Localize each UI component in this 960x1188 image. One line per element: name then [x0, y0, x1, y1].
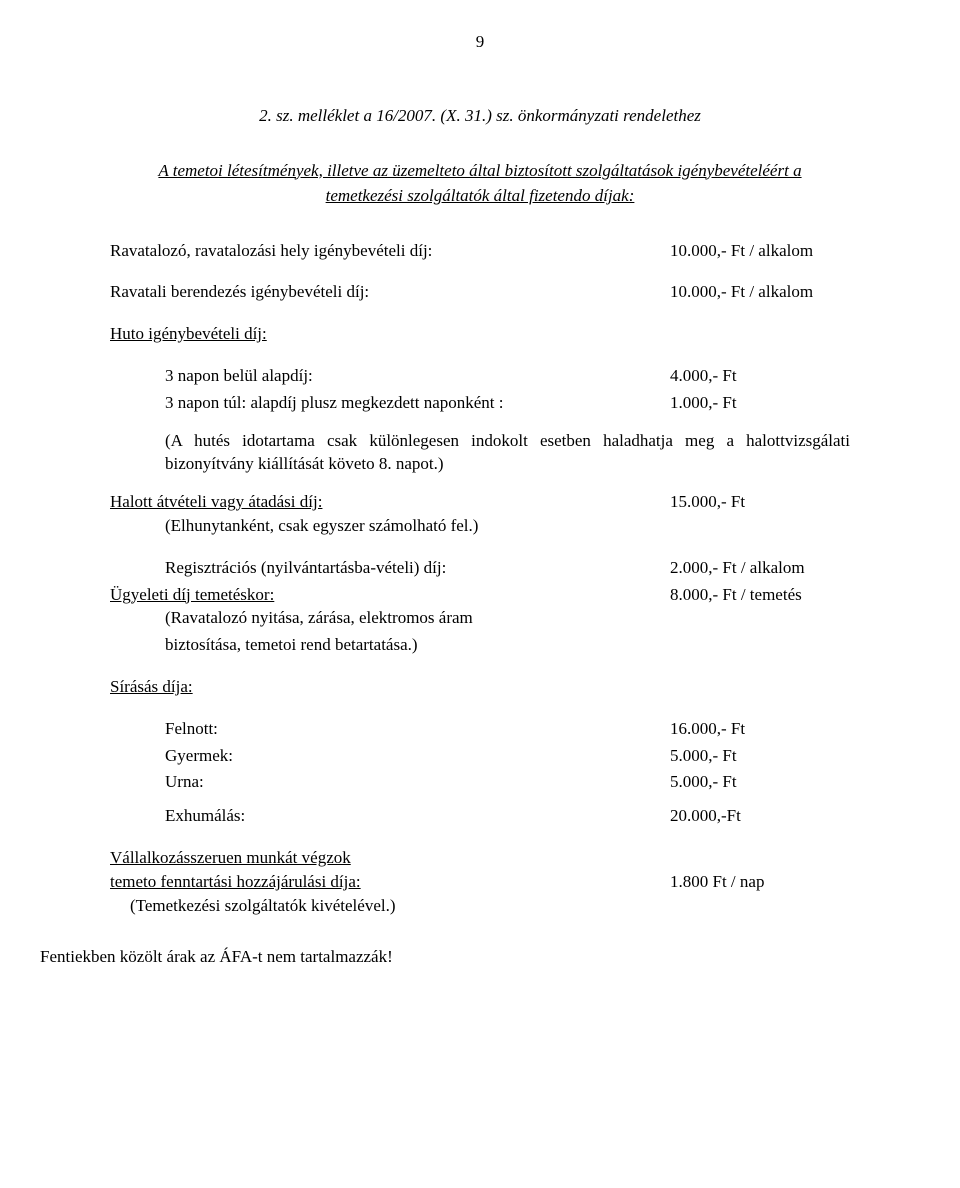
fee-row-ravatalozo: Ravatalozó, ravatalozási hely igénybevét…	[110, 239, 850, 263]
section-header-huto: Huto igénybevételi díj:	[110, 322, 850, 346]
fee-label: Urna:	[165, 770, 670, 794]
fee-row-ravatali: Ravatali berendezés igénybevételi díj: 1…	[110, 280, 850, 304]
document-heading: 2. sz. melléklet a 16/2007. (X. 31.) sz.…	[110, 104, 850, 128]
fee-label: 3 napon belül alapdíj:	[165, 364, 670, 388]
fee-label: Felnott:	[165, 717, 670, 741]
ugyeleti-note-2: biztosítása, temetoi rend betartatása.)	[110, 633, 850, 657]
fee-value: 5.000,- Ft	[670, 770, 850, 794]
fee-label: Ravatali berendezés igénybevételi díj:	[110, 280, 670, 304]
fee-value: 2.000,- Ft / alkalom	[670, 556, 850, 580]
fee-row-urna: Urna: 5.000,- Ft	[165, 770, 850, 794]
fee-row-huto-2: 3 napon túl: alapdíj plusz megkezdett na…	[165, 391, 850, 415]
fee-label: Regisztrációs (nyilvántartásba-vételi) d…	[165, 556, 670, 580]
fee-value: 16.000,- Ft	[670, 717, 850, 741]
page-number: 9	[110, 30, 850, 54]
hutes-note: (A hutés idotartama csak különlegesen in…	[165, 429, 850, 477]
fee-label: 3 napon túl: alapdíj plusz megkezdett na…	[165, 391, 670, 415]
fee-row-vallalkozas: temeto fenntartási hozzájárulási díja: 1…	[110, 870, 850, 894]
ugyeleti-note-1: (Ravatalozó nyitása, zárása, elektromos …	[110, 606, 850, 630]
fee-value: 5.000,- Ft	[670, 744, 850, 768]
fee-label: temeto fenntartási hozzájárulási díja:	[110, 870, 670, 894]
fee-value: 4.000,- Ft	[670, 364, 850, 388]
fee-label: Halott átvételi vagy átadási díj:	[110, 490, 670, 514]
fee-label: Gyermek:	[165, 744, 670, 768]
footer-note: Fentiekben közölt árak az ÁFA-t nem tart…	[40, 945, 850, 969]
fee-value: 1.000,- Ft	[670, 391, 850, 415]
document-subtitle: A temetoi létesítmények, illetve az üzem…	[110, 158, 850, 209]
fee-value: 10.000,- Ft / alkalom	[670, 239, 850, 263]
vallalkozas-line1: Vállalkozásszeruen munkát végzok	[110, 846, 850, 870]
section-header-sirasas: Sírásás díja:	[110, 675, 850, 699]
fee-row-ugyeleti: Ügyeleti díj temetéskor: 8.000,- Ft / te…	[110, 583, 850, 607]
fee-label: Ügyeleti díj temetéskor:	[110, 583, 670, 607]
fee-label: Ravatalozó, ravatalozási hely igénybevét…	[110, 239, 670, 263]
fee-value: 15.000,- Ft	[670, 490, 850, 514]
fee-value: 20.000,-Ft	[670, 804, 850, 828]
fee-value: 10.000,- Ft / alkalom	[670, 280, 850, 304]
huto-block: 3 napon belül alapdíj: 4.000,- Ft 3 napo…	[110, 364, 850, 476]
fee-label: Exhumálás:	[165, 804, 670, 828]
fee-row-gyermek: Gyermek: 5.000,- Ft	[165, 744, 850, 768]
fee-row-regisztracios: Regisztrációs (nyilvántartásba-vételi) d…	[165, 556, 850, 580]
halott-note: (Elhunytanként, csak egyszer számolható …	[110, 514, 850, 538]
fee-value: 8.000,- Ft / temetés	[670, 583, 850, 607]
fee-row-exhumalas: Exhumálás: 20.000,-Ft	[165, 804, 850, 828]
fee-row-felnott: Felnott: 16.000,- Ft	[165, 717, 850, 741]
fee-row-huto-1: 3 napon belül alapdíj: 4.000,- Ft	[165, 364, 850, 388]
vallalkozas-note: (Temetkezési szolgáltatók kivételével.)	[110, 894, 850, 918]
fee-row-halott: Halott átvételi vagy átadási díj: 15.000…	[110, 490, 850, 514]
vallalkozas-block: Vállalkozásszeruen munkát végzok temeto …	[110, 846, 850, 917]
sirasas-block: Felnott: 16.000,- Ft Gyermek: 5.000,- Ft…	[110, 717, 850, 828]
fee-value: 1.800 Ft / nap	[670, 870, 850, 894]
